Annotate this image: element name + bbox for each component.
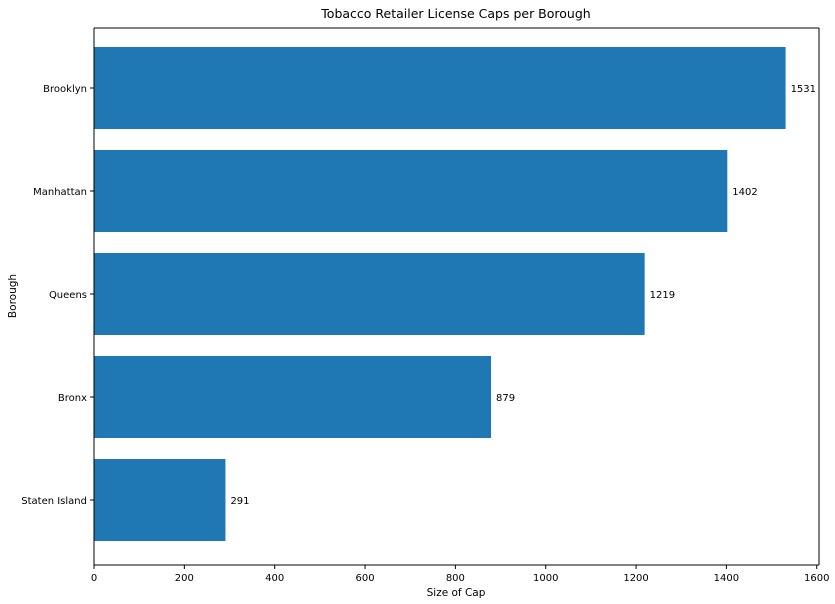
bar-bronx bbox=[94, 356, 492, 438]
x-tick-label-0: 0 bbox=[91, 573, 97, 584]
data-label-manhattan: 1402 bbox=[732, 187, 757, 198]
x-tick-label-1400: 1400 bbox=[714, 573, 739, 584]
y-tick-label-manhattan: Manhattan bbox=[33, 187, 87, 198]
y-tick-label-queens: Queens bbox=[49, 290, 87, 301]
bar-staten-island bbox=[94, 459, 226, 541]
x-axis-label: Size of Cap bbox=[427, 587, 486, 599]
data-label-bronx: 879 bbox=[496, 393, 515, 404]
x-tick-label-1600: 1600 bbox=[804, 573, 829, 584]
y-axis-ticks: Brooklyn Manhattan Queens Bronx Staten Islan… bbox=[21, 84, 94, 507]
x-tick-label-1200: 1200 bbox=[623, 573, 648, 584]
x-tick-label-1000: 1000 bbox=[533, 573, 558, 584]
x-tick-label-400: 400 bbox=[265, 573, 284, 584]
y-axis-label: Borough bbox=[7, 274, 19, 318]
bar-brooklyn bbox=[94, 47, 786, 129]
data-label-brooklyn: 1531 bbox=[791, 84, 816, 95]
bars-layer bbox=[94, 47, 786, 541]
bar-queens bbox=[94, 253, 645, 335]
x-tick-label-600: 600 bbox=[355, 573, 374, 584]
chart-title: Tobacco Retailer License Caps per Boroug… bbox=[320, 6, 590, 21]
x-tick-label-800: 800 bbox=[446, 573, 465, 584]
y-tick-label-brooklyn: Brooklyn bbox=[43, 84, 87, 95]
x-axis-ticks: 0 200 400 600 800 1000 1200 1400 1600 bbox=[91, 565, 829, 584]
bar-manhattan bbox=[94, 150, 728, 232]
data-labels-layer: 1531 1402 1219 879 291 bbox=[230, 84, 816, 507]
y-tick-label-bronx: Bronx bbox=[58, 393, 87, 404]
data-label-staten-island: 291 bbox=[230, 496, 249, 507]
y-tick-label-staten-island: Staten Island bbox=[21, 496, 87, 507]
axes-frame bbox=[93, 27, 820, 566]
x-tick-label-200: 200 bbox=[175, 573, 194, 584]
data-label-queens: 1219 bbox=[650, 290, 675, 301]
